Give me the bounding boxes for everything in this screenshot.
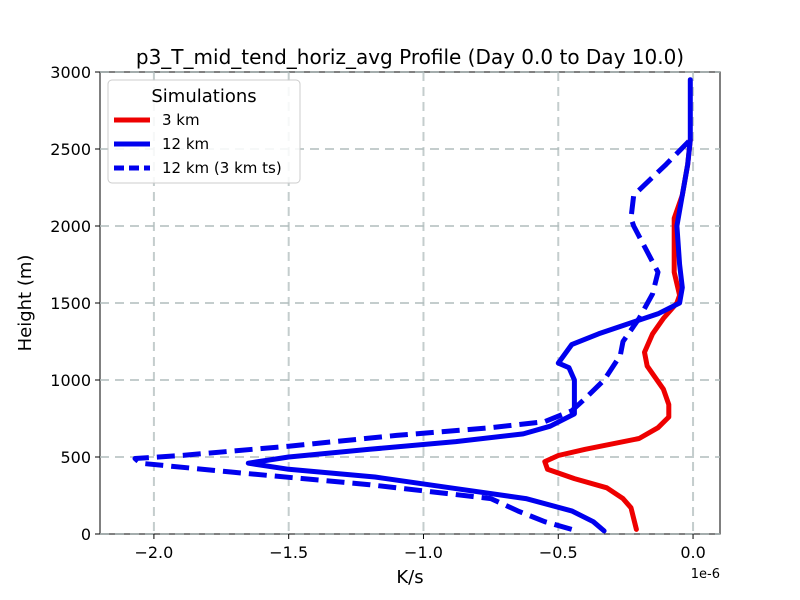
series-line-3 (132, 138, 693, 532)
legend-label-2: 12 km (162, 135, 209, 153)
x-tick-label: −2.0 (134, 543, 173, 562)
legend-label-1: 3 km (162, 111, 200, 129)
y-tick-label: 2500 (50, 140, 91, 159)
series-line-2 (245, 77, 693, 534)
x-tick-label: 0.0 (680, 543, 705, 562)
legend-title: Simulations (151, 86, 256, 107)
x-tick-label: −0.5 (539, 543, 578, 562)
y-tick-label: 1500 (50, 294, 91, 313)
x-tick-label: −1.0 (404, 543, 443, 562)
legend-box (107, 79, 301, 184)
series-line-1 (542, 137, 693, 532)
y-axis-label: Height (m) (15, 255, 36, 352)
chart-title: p3_T_mid_tend_horiz_avg Profile (Day 0.0… (136, 45, 684, 69)
series-lines (132, 77, 693, 534)
axis-ticks: −2.0 −1.5 −1.0 −0.5 0.0 0 500 1000 1500 2000 2500 3… (50, 63, 705, 562)
legend-label-3: 12 km (3 km ts) (162, 159, 282, 177)
x-tick-label: −1.5 (269, 543, 308, 562)
y-tick-label: 3000 (50, 63, 91, 82)
x-axis-label: K/s (396, 567, 423, 588)
x-offset-label: 1e-6 (691, 567, 720, 582)
y-tick-label: 500 (60, 448, 91, 467)
y-tick-label: 0 (81, 525, 91, 544)
legend: Simulations 3 km 12 km 12 km (3 km ts) (107, 79, 301, 184)
y-tick-label: 1000 (50, 371, 91, 390)
y-tick-label: 2000 (50, 217, 91, 236)
